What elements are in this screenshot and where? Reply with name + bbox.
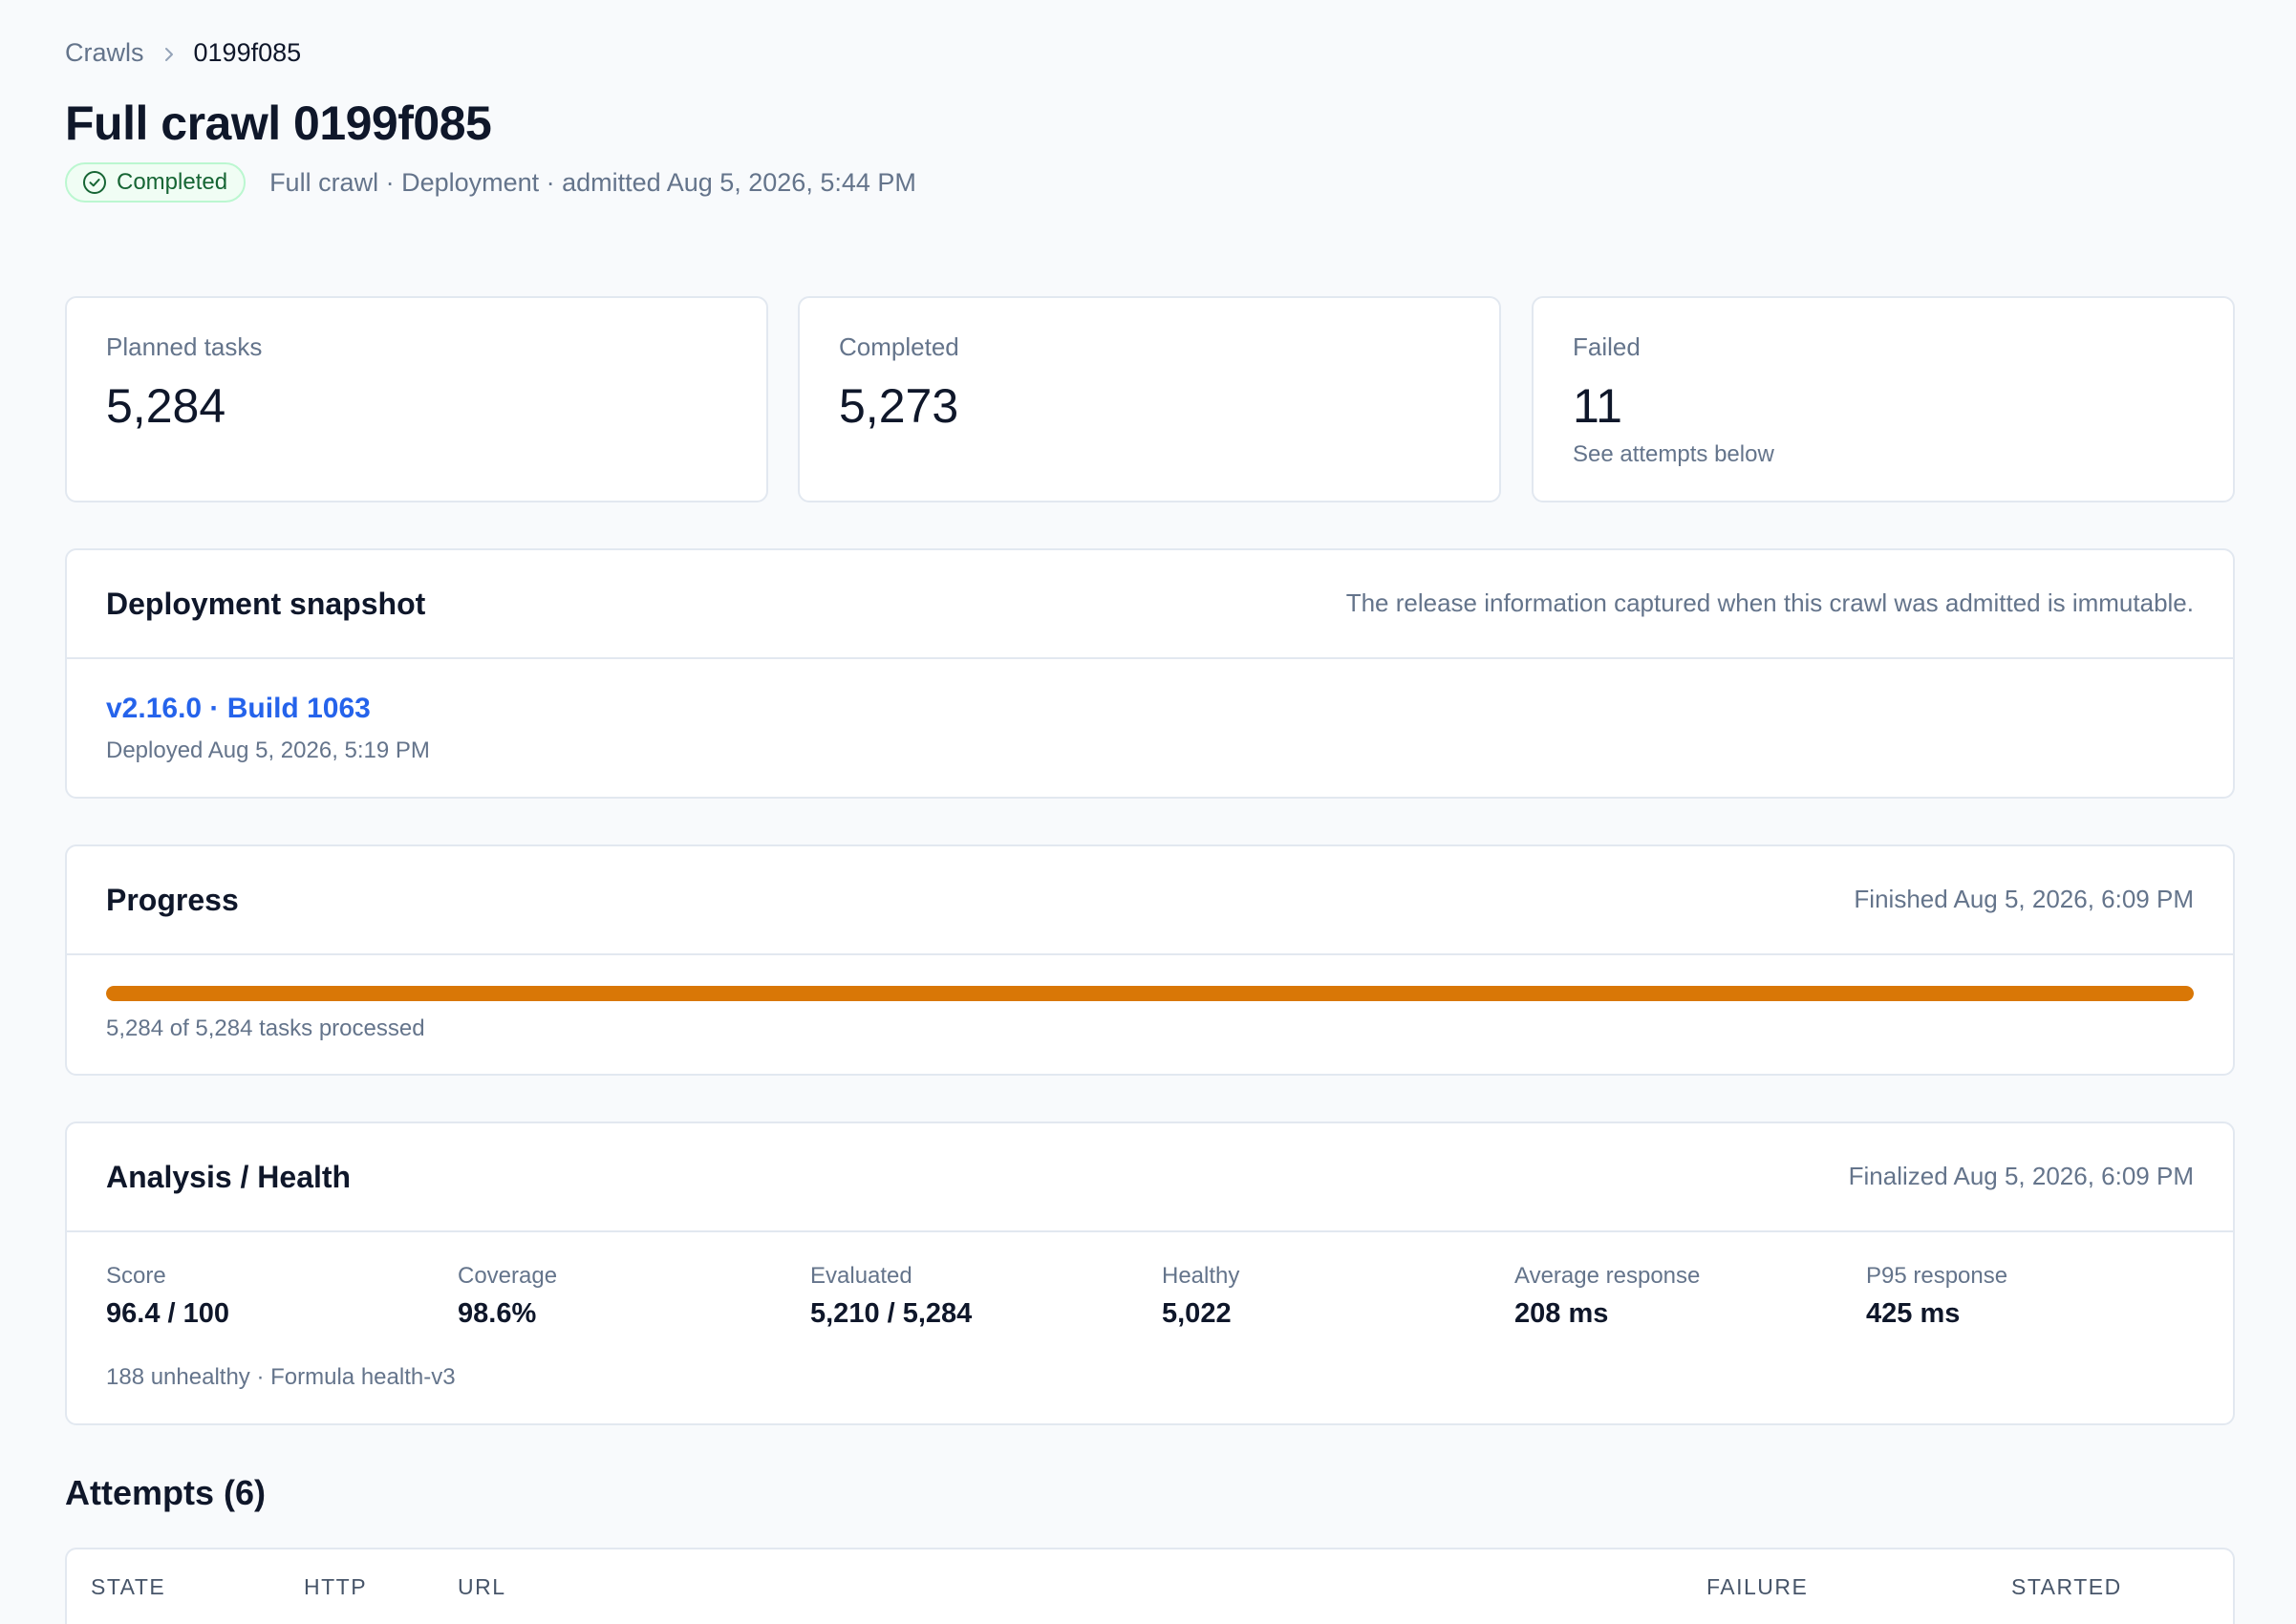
- attempts-title: Attempts (6): [65, 1473, 267, 1512]
- stat-value: 5,273: [839, 379, 959, 433]
- metric-label: P95 response: [1866, 1263, 2008, 1289]
- stat-label: Completed: [839, 332, 959, 361]
- metric-value: 5,022: [1162, 1298, 1232, 1329]
- column-header-failure[interactable]: FAILURE: [1706, 1574, 1809, 1599]
- stat-card-planned: Planned tasks 5,284: [65, 296, 768, 502]
- crawl-meta-text: Full crawl · Deployment · admitted Aug 5…: [269, 167, 916, 197]
- release-link[interactable]: v2.16.0 · Build 1063: [106, 693, 371, 724]
- column-header-started[interactable]: STARTED: [2011, 1574, 2122, 1599]
- health-footer: 188 unhealthy · Formula health-v3: [106, 1364, 456, 1390]
- stat-card-completed: Completed 5,273: [798, 296, 1501, 502]
- metric-label: Healthy: [1162, 1263, 1240, 1289]
- stat-label: Planned tasks: [106, 332, 263, 361]
- breadcrumb: Crawls 0199f085: [65, 38, 301, 68]
- finalized-timestamp: Finalized Aug 5, 2026, 6:09 PM: [1848, 1162, 2194, 1190]
- progress-summary: 5,284 of 5,284 tasks processed: [106, 1015, 425, 1041]
- metric-coverage: Coverage 98.6%: [458, 1263, 557, 1330]
- attempts-table: STATE HTTP URL FAILURE STARTED: [65, 1548, 2235, 1624]
- metric-p95-response: P95 response 425 ms: [1866, 1263, 2007, 1330]
- deployed-timestamp: Deployed Aug 5, 2026, 5:19 PM: [106, 737, 430, 763]
- metric-label: Score: [106, 1263, 166, 1289]
- deployment-description: The release information captured when th…: [1345, 588, 2194, 617]
- metric-value: 96.4 / 100: [106, 1298, 229, 1329]
- metric-label: Evaluated: [810, 1263, 912, 1289]
- check-circle-icon: [83, 171, 106, 194]
- stat-value: 5,284: [106, 379, 226, 433]
- analysis-health-panel: Analysis / Health Finalized Aug 5, 2026,…: [65, 1122, 2235, 1425]
- progress-bar: [106, 986, 2194, 1001]
- progress-bar-fill: [106, 986, 2194, 1001]
- stat-label: Failed: [1573, 332, 1641, 361]
- metric-value: 425 ms: [1866, 1298, 1961, 1329]
- metric-label: Coverage: [458, 1263, 558, 1289]
- finished-timestamp: Finished Aug 5, 2026, 6:09 PM: [1854, 885, 2194, 913]
- status-badge-label: Completed: [117, 169, 228, 195]
- stat-card-failed: Failed 11 See attempts below: [1532, 296, 2235, 502]
- stat-value: 11: [1573, 379, 1622, 433]
- metric-healthy: Healthy 5,022: [1162, 1263, 1239, 1330]
- panel-header: Progress Finished Aug 5, 2026, 6:09 PM: [67, 846, 2233, 955]
- panel-title: Analysis / Health: [106, 1160, 352, 1194]
- metric-value: 5,210 / 5,284: [810, 1298, 973, 1329]
- panel-header: Deployment snapshot The release informat…: [67, 550, 2233, 659]
- panel-title: Deployment snapshot: [106, 587, 426, 621]
- column-header-url[interactable]: URL: [458, 1574, 506, 1599]
- metric-value: 208 ms: [1514, 1298, 1609, 1329]
- breadcrumb-crawls-link[interactable]: Crawls: [65, 38, 144, 67]
- deployment-snapshot-panel: Deployment snapshot The release informat…: [65, 548, 2235, 799]
- panel-title: Progress: [106, 883, 239, 917]
- column-header-state[interactable]: STATE: [91, 1574, 166, 1599]
- metric-value: 98.6%: [458, 1298, 537, 1329]
- metric-label: Average response: [1514, 1263, 1701, 1289]
- panel-header: Analysis / Health Finalized Aug 5, 2026,…: [67, 1123, 2233, 1232]
- status-badge: Completed: [65, 162, 247, 203]
- progress-panel: Progress Finished Aug 5, 2026, 6:09 PM 5…: [65, 844, 2235, 1076]
- metric-score: Score 96.4 / 100: [106, 1263, 229, 1330]
- crawl-meta-row: Completed Full crawl · Deployment · admi…: [65, 162, 916, 203]
- column-header-http[interactable]: HTTP: [304, 1574, 368, 1599]
- stat-note: See attempts below: [1573, 441, 1774, 467]
- page-title: Full crawl 0199f085: [65, 96, 492, 150]
- breadcrumb-current: 0199f085: [193, 38, 302, 67]
- metric-evaluated: Evaluated 5,210 / 5,284: [810, 1263, 972, 1330]
- metric-average-response: Average response 208 ms: [1514, 1263, 1700, 1330]
- chevron-right-icon: [144, 38, 194, 68]
